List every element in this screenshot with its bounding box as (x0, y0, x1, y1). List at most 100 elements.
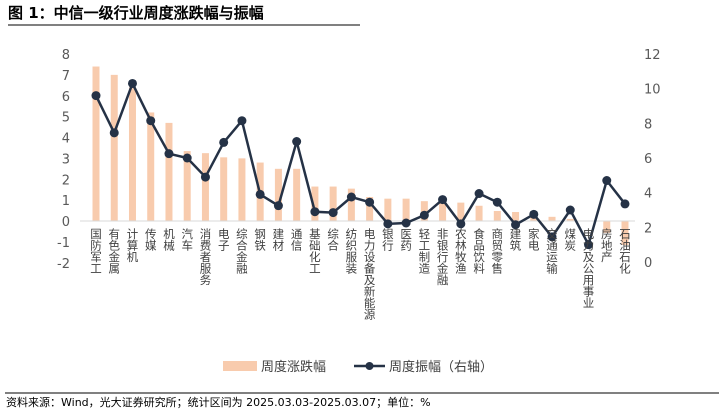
right-axis-tick-label: 4 (644, 187, 652, 202)
bar (238, 158, 246, 221)
left-axis-tick-label: 6 (62, 90, 70, 105)
bar (402, 198, 410, 221)
bar (566, 218, 574, 221)
bar (128, 87, 136, 222)
bar (439, 202, 447, 221)
bar (347, 188, 355, 221)
x-axis-category-label: 轻工制造 (417, 227, 431, 274)
line-point (383, 219, 393, 229)
bar (92, 66, 100, 222)
bar (621, 221, 629, 246)
bar (366, 196, 374, 221)
right-axis-tick-label: 10 (644, 83, 661, 98)
line-point (456, 219, 466, 229)
line-point (346, 192, 356, 202)
line-point (273, 201, 283, 211)
line-point (401, 218, 411, 228)
right-axis-tick-label: 0 (644, 256, 652, 271)
line-point (127, 78, 137, 88)
right-axis-tick-label: 2 (644, 221, 652, 236)
line-point (328, 208, 338, 218)
x-axis-category-label: 家电 (527, 227, 541, 251)
x-axis-category-label: 商贸零售 (490, 227, 504, 275)
x-axis-category-label: 建材 (271, 227, 285, 251)
x-axis-category-label: 电力及公用事业 (582, 228, 596, 309)
bar (475, 205, 483, 221)
line-point (492, 197, 502, 207)
plot-area: -2-1012345678024681012国防军工 有色金属 计算机 传媒 机械 汽车消… (57, 48, 661, 321)
line-point (219, 137, 229, 147)
x-axis-category-label: 交通运输 (545, 227, 559, 275)
bar (384, 198, 392, 221)
x-axis-category-label: 食品饮料 (472, 227, 486, 275)
x-axis-category-label: 医药 (399, 228, 413, 252)
line-point (310, 207, 320, 217)
line-point (474, 189, 484, 199)
left-axis-tick-label: 1 (62, 194, 70, 209)
bar (329, 186, 337, 221)
x-axis-category-label: 有色金属 (107, 227, 121, 275)
line-point (109, 128, 119, 138)
bar (147, 112, 155, 221)
x-axis-category-label: 通信 (290, 228, 304, 252)
x-axis-category-label: 建筑 (509, 227, 523, 251)
legend-bar-label: 周度涨跌幅 (261, 359, 326, 375)
line-point (146, 116, 156, 126)
left-axis-tick-label: -1 (57, 236, 70, 251)
line-point (164, 149, 174, 159)
x-axis-category-label: 汽车 (180, 227, 194, 252)
x-axis-category-label: 综合 (326, 227, 340, 251)
bar (110, 74, 118, 221)
x-axis-category-label: 农林牧渔 (454, 227, 468, 275)
bar (220, 157, 228, 221)
line-point (602, 176, 612, 186)
right-axis-tick-label: 6 (644, 152, 652, 167)
left-axis-tick-label: -2 (57, 257, 70, 272)
left-axis-tick-label: 2 (62, 173, 70, 188)
x-axis-category-label: 传媒 (144, 227, 158, 252)
left-axis-tick-label: 0 (62, 215, 70, 230)
legend: 周度涨跌幅 周度振幅（右轴） (223, 359, 493, 375)
bar (293, 168, 301, 221)
legend-line-label: 周度振幅（右轴） (389, 359, 493, 375)
line-point (255, 189, 265, 199)
x-axis-category-label: 钢铁 (253, 228, 267, 251)
bar (457, 202, 465, 221)
bar (512, 212, 520, 221)
bar (183, 151, 191, 221)
x-axis-category-label: 电力设备及新能源 (363, 228, 377, 321)
x-axis-category-label: 国防军工 (89, 228, 103, 274)
amplitude-line (94, 80, 626, 249)
left-axis-tick-label: 7 (62, 69, 70, 84)
bar (548, 216, 556, 221)
x-axis-category-label: 机械 (162, 227, 176, 252)
left-axis-tick-label: 5 (62, 111, 70, 126)
x-axis-category-label: 消费者服务 (198, 227, 212, 285)
legend-line-marker (365, 362, 374, 370)
left-axis-tick-label: 3 (62, 152, 70, 167)
bar (274, 168, 282, 221)
right-axis-tick-label: 8 (644, 117, 652, 132)
x-axis-category-label: 电子 (217, 228, 231, 251)
x-axis-category-label: 纺织服装 (344, 227, 358, 275)
legend-bar-swatch (223, 361, 257, 371)
x-axis-category-label: 基础化工 (308, 228, 322, 274)
bar (165, 122, 173, 221)
x-axis-category-label: 计算机 (125, 228, 139, 263)
line-point (584, 240, 594, 250)
line-point (620, 199, 630, 209)
line-point (182, 153, 192, 163)
line-point (529, 209, 539, 219)
line-point (511, 220, 521, 230)
x-axis-category-label: 煤炭 (563, 228, 577, 252)
bar (493, 210, 501, 221)
line-point (200, 172, 210, 182)
line-point (292, 137, 302, 147)
line-point (237, 116, 247, 126)
bar (311, 186, 319, 221)
line-point (547, 232, 557, 242)
bar (201, 153, 209, 221)
line-point (438, 195, 448, 205)
source-note: 资料来源：Wind，光大证券研究所；统计区间为 2025.03.03-2025.… (6, 395, 431, 409)
